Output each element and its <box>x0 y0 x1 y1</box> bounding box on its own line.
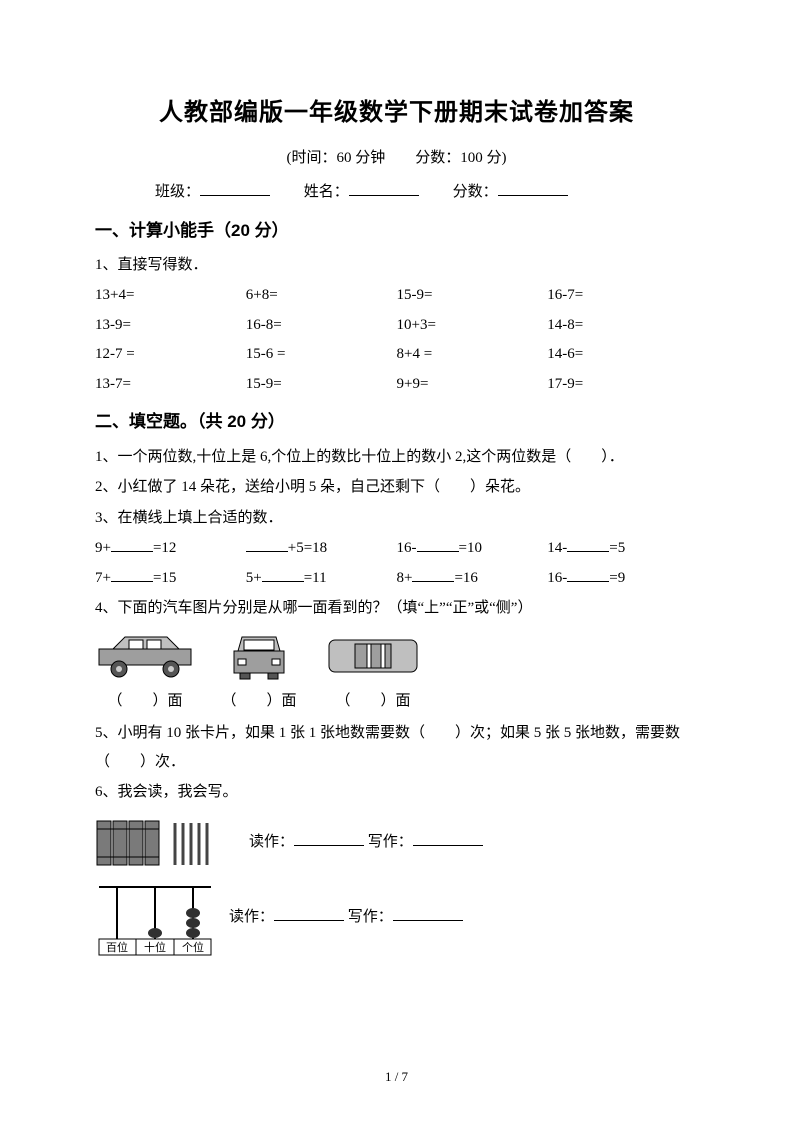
calc-cell: 15-9= <box>397 281 548 310</box>
read-row-2: 百位 十位 个位 读作： 写作： <box>95 879 698 957</box>
car-labels: （ ）面 （ ）面 （ ）面 <box>95 687 698 716</box>
read-blank[interactable] <box>294 830 364 846</box>
abacus-icon: 百位 十位 个位 <box>95 879 215 957</box>
calc-cell: 13+4= <box>95 281 246 310</box>
fill-blank[interactable] <box>246 536 288 552</box>
write-blank[interactable] <box>413 830 483 846</box>
fill-blank[interactable] <box>567 536 609 552</box>
calc-cell: 17-9= <box>547 370 698 399</box>
svg-text:个位: 个位 <box>182 940 204 954</box>
fill-blank[interactable] <box>567 566 609 582</box>
fill-cell: +5=18 <box>246 534 397 563</box>
fill-blank[interactable] <box>111 536 153 552</box>
s2-q3: 3、在横线上填上合适的数． <box>95 504 698 533</box>
car-top-icon <box>323 629 423 683</box>
read-write-fields: 读作： 写作： <box>229 903 463 932</box>
calc-cell: 13-7= <box>95 370 246 399</box>
score-blank[interactable] <box>498 180 568 196</box>
info-line: 班级： 姓名： 分数： <box>95 178 698 207</box>
fill-row: 7+=15 5+=11 8+=16 16-=9 <box>95 564 698 593</box>
calc-cell: 14-6= <box>547 340 698 369</box>
write-label: 写作： <box>348 909 393 925</box>
read-label: 读作： <box>229 909 274 925</box>
page-title: 人教部编版一年级数学下册期末试卷加答案 <box>95 90 698 136</box>
fill-blank[interactable] <box>412 566 454 582</box>
calc-cell: 13-9= <box>95 311 246 340</box>
svg-text:百位: 百位 <box>106 940 128 954</box>
fill-blank[interactable] <box>262 566 304 582</box>
fill-cell: 7+=15 <box>95 564 246 593</box>
fill-cell: 16-=9 <box>547 564 698 593</box>
exam-page: 人教部编版一年级数学下册期末试卷加答案 (时间：60 分钟 分数：100 分) … <box>0 0 793 1122</box>
calc-row: 13-9= 16-8= 10+3= 14-8= <box>95 311 698 340</box>
fill-cell: 5+=11 <box>246 564 397 593</box>
fill-cell: 14-=5 <box>547 534 698 563</box>
read-label: 读作： <box>249 834 294 850</box>
calc-cell: 15-6 = <box>246 340 397 369</box>
calc-row: 13-7= 15-9= 9+9= 17-9= <box>95 370 698 399</box>
section1-heading: 一、计算小能手（20 分） <box>95 215 698 247</box>
calc-cell: 9+9= <box>397 370 548 399</box>
car-label: （ ）面 <box>95 687 195 716</box>
write-label: 写作： <box>368 834 413 850</box>
calc-cell: 16-8= <box>246 311 397 340</box>
calc-cell: 16-7= <box>547 281 698 310</box>
subtitle: (时间：60 分钟 分数：100 分) <box>95 144 698 173</box>
fill-cell: 16-=10 <box>397 534 548 563</box>
car-label: （ ）面 <box>323 687 423 716</box>
calc-cell: 15-9= <box>246 370 397 399</box>
fill-row: 9+=12 +5=18 16-=10 14-=5 <box>95 534 698 563</box>
calc-row: 12-7 = 15-6 = 8+4 = 14-6= <box>95 340 698 369</box>
page-number: 1 / 7 <box>0 1065 793 1090</box>
write-blank[interactable] <box>393 905 463 921</box>
svg-text:十位: 十位 <box>144 940 166 954</box>
calc-cell: 14-8= <box>547 311 698 340</box>
calc-row: 13+4= 6+8= 15-9= 16-7= <box>95 281 698 310</box>
read-row-1: 读作： 写作： <box>95 817 698 869</box>
car-front-icon <box>209 629 309 683</box>
fill-cell: 9+=12 <box>95 534 246 563</box>
counting-sticks-icon <box>95 817 235 869</box>
class-blank[interactable] <box>200 180 270 196</box>
s2-q5: 5、小明有 10 张卡片，如果 1 张 1 张地数需要数（ ）次；如果 5 张 … <box>95 719 698 776</box>
calc-cell: 10+3= <box>397 311 548 340</box>
calc-cell: 12-7 = <box>95 340 246 369</box>
car-side-icon <box>95 629 195 683</box>
read-write-fields: 读作： 写作： <box>249 828 483 857</box>
read-blank[interactable] <box>274 905 344 921</box>
fill-blank[interactable] <box>111 566 153 582</box>
score-label: 分数： <box>453 184 498 200</box>
car-label: （ ）面 <box>209 687 309 716</box>
s2-q6: 6、我会读，我会写。 <box>95 778 698 807</box>
car-images <box>95 629 698 683</box>
s2-q4: 4、下面的汽车图片分别是从哪一面看到的？（填“上”“正”或“侧”） <box>95 594 698 623</box>
calc-cell: 8+4 = <box>397 340 548 369</box>
calc-cell: 6+8= <box>246 281 397 310</box>
fill-blank[interactable] <box>417 536 459 552</box>
fill-cell: 8+=16 <box>397 564 548 593</box>
section2-heading: 二、填空题。（共 20 分） <box>95 406 698 438</box>
q1-label: 1、直接写得数． <box>95 251 698 280</box>
name-label: 姓名： <box>304 184 349 200</box>
s2-q1: 1、一个两位数,十位上是 6,个位上的数比十位上的数小 2,这个两位数是（ ）． <box>95 443 698 472</box>
s2-q2: 2、小红做了 14 朵花，送给小明 5 朵，自己还剩下（ ）朵花。 <box>95 473 698 502</box>
class-label: 班级： <box>155 184 200 200</box>
name-blank[interactable] <box>349 180 419 196</box>
